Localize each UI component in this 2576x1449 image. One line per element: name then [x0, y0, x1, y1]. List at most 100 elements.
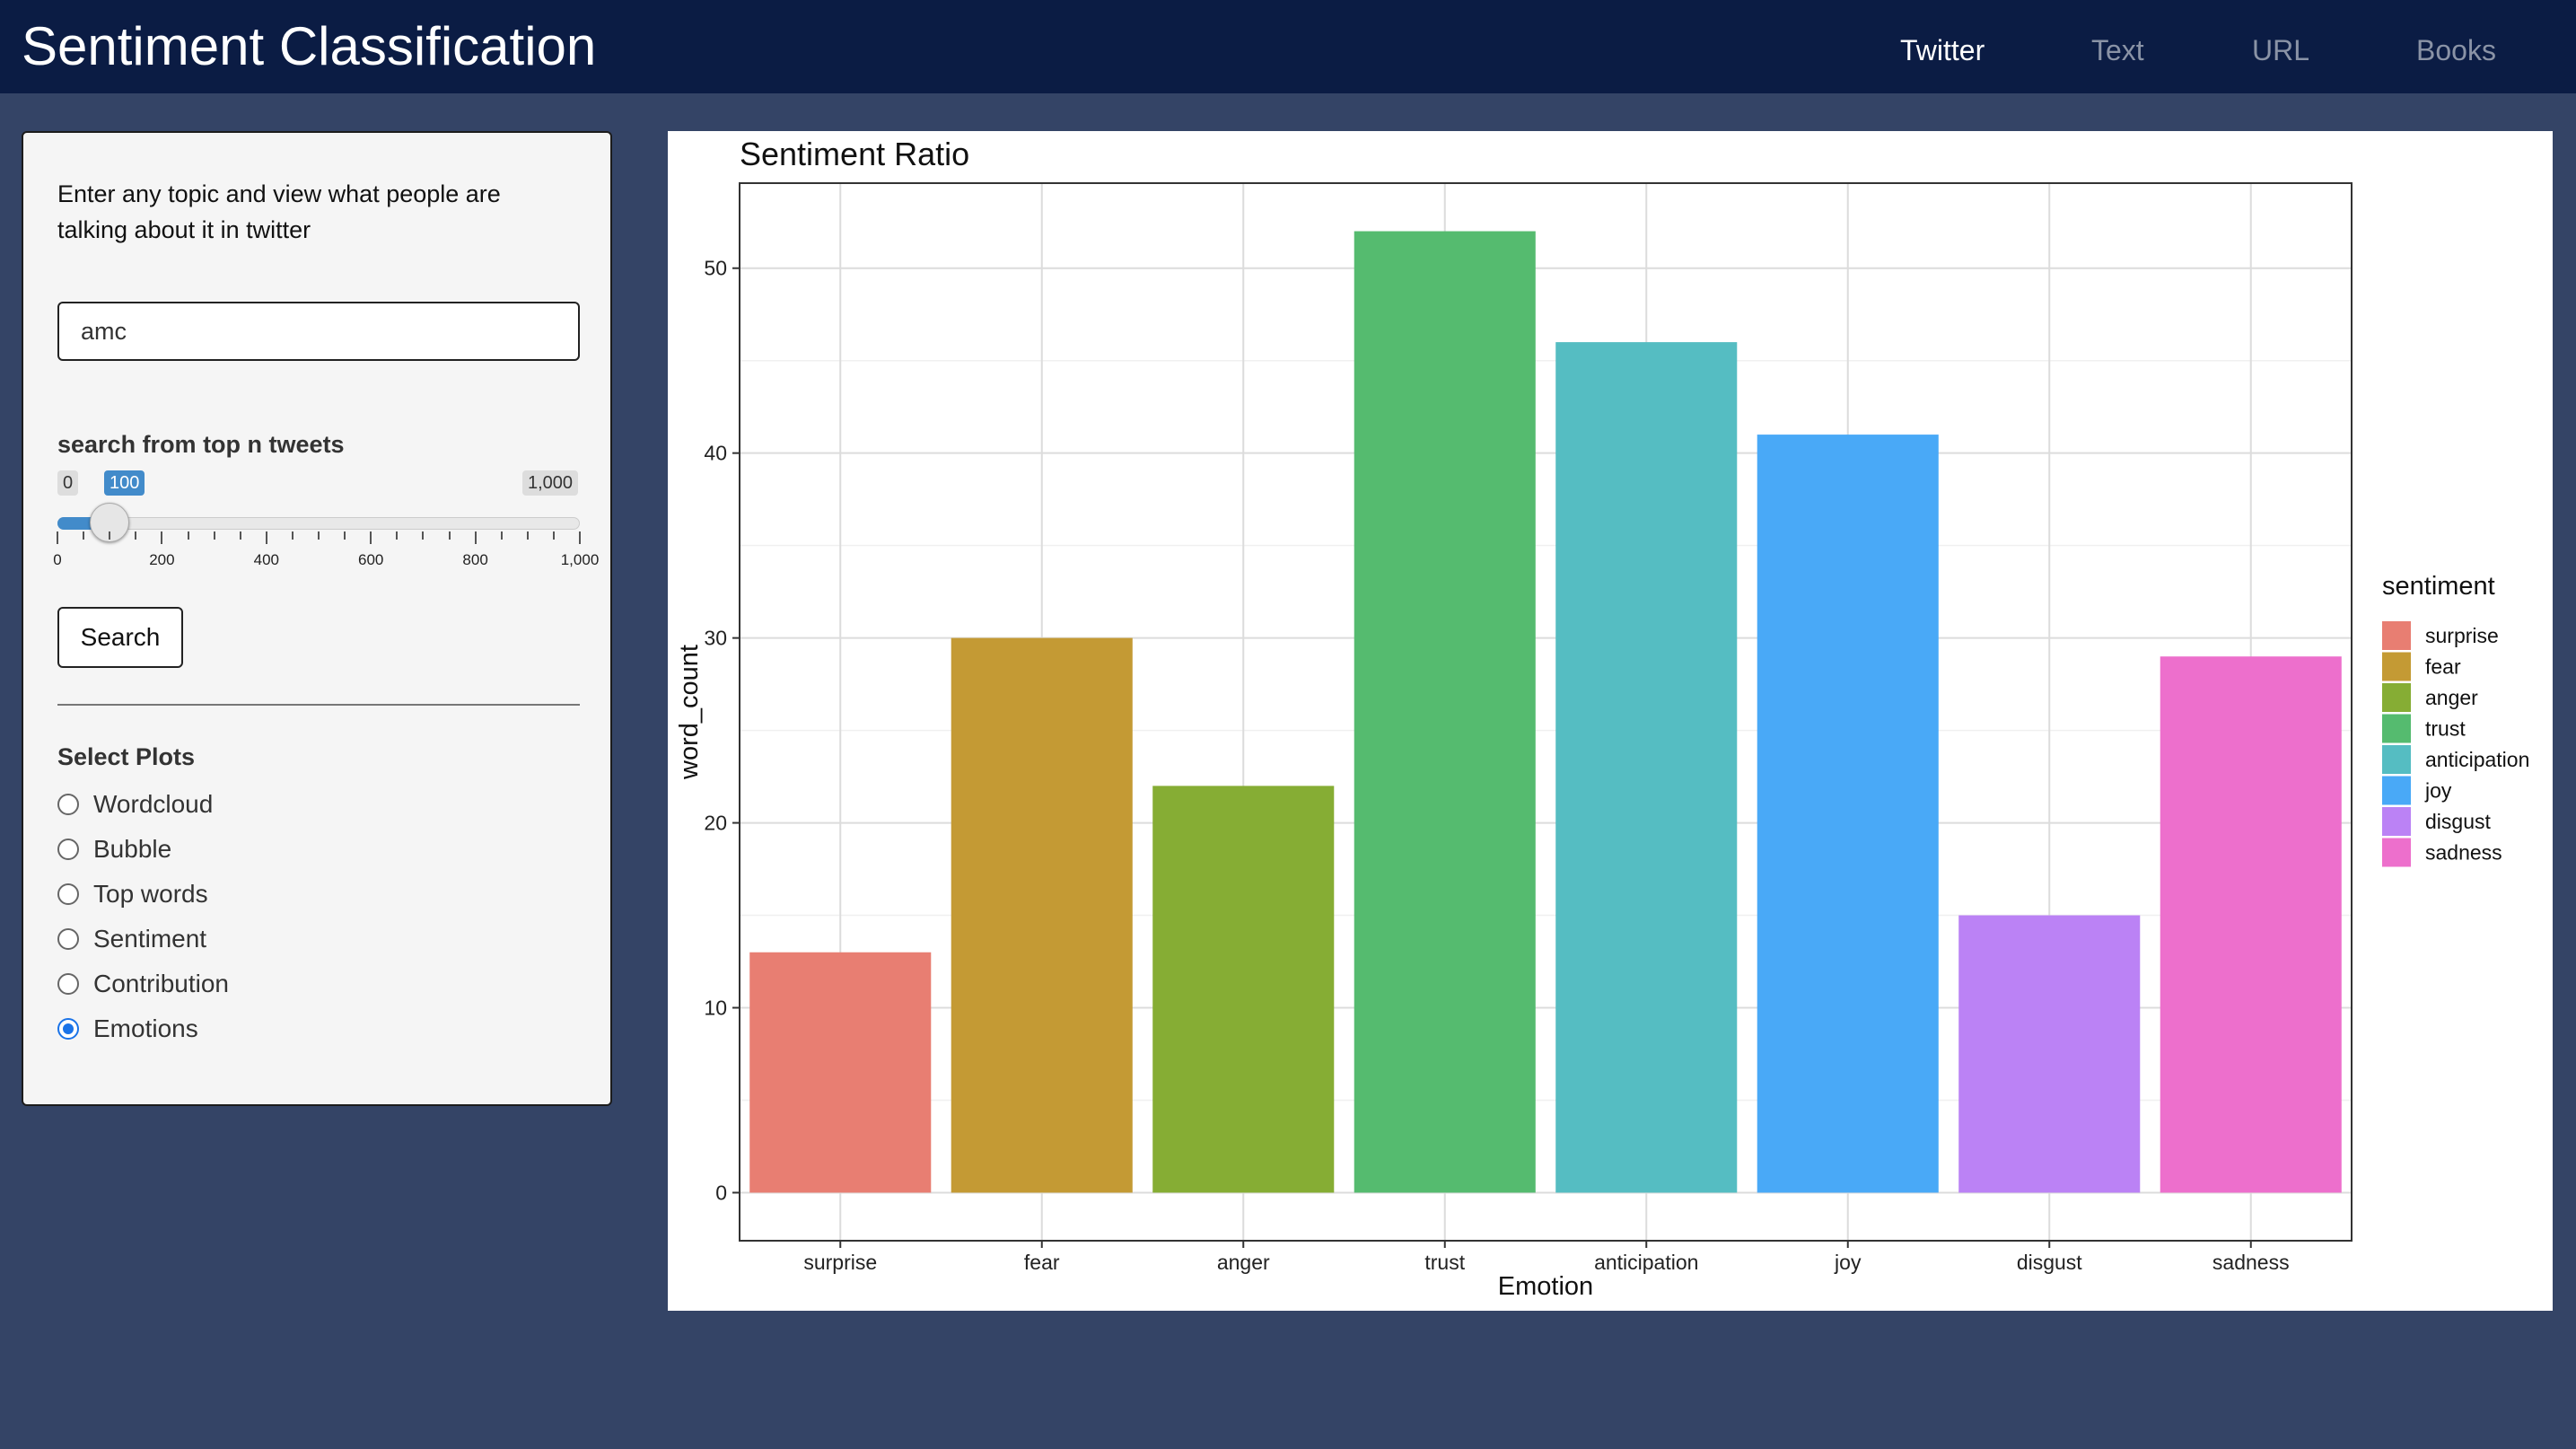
x-tick-label: joy	[1834, 1251, 1862, 1274]
divider	[57, 704, 580, 706]
x-tick-label: anger	[1217, 1251, 1270, 1274]
bar	[1555, 342, 1738, 1193]
radio-button[interactable]	[57, 794, 79, 815]
tab-text[interactable]: Text	[2091, 34, 2144, 66]
tab-url[interactable]: URL	[2252, 34, 2310, 66]
sentiment-bar-chart: 0 10 20 30 40 50 surprise fear anger trust anticip…	[675, 136, 2529, 1301]
radio-button[interactable]	[57, 973, 79, 995]
slider-tick	[135, 531, 137, 540]
legend-swatch	[2382, 683, 2411, 712]
legend-label: sadness	[2425, 841, 2502, 865]
plot-border	[739, 182, 2353, 1242]
x-tick-label: disgust	[2017, 1251, 2082, 1274]
slider-tick	[552, 531, 555, 540]
intro-text: Enter any topic and view what people are…	[57, 180, 501, 243]
slider-tick	[474, 531, 477, 544]
plot-panel: 0 10 20 30 40 50 surprise fear anger trust anticip…	[668, 131, 2553, 1311]
slider-tick-label: 800	[462, 551, 488, 568]
x-tick-label: trust	[1424, 1251, 1465, 1274]
slider-handle[interactable]	[90, 503, 130, 542]
y-tick-label: 20	[704, 812, 727, 835]
slider-tick	[448, 531, 451, 540]
radio-emotions[interactable]: Emotions	[57, 1011, 198, 1047]
sidebar-panel: Enter any topic and view what people are…	[22, 131, 612, 1106]
plots-label: Select Plots	[57, 743, 196, 770]
search-button[interactable]: Search	[57, 607, 183, 668]
bar	[2160, 656, 2342, 1193]
radio-contribution[interactable]: Contribution	[57, 966, 229, 1002]
legend-swatch	[2382, 652, 2411, 681]
legend-swatch	[2382, 745, 2411, 774]
slider-label: search from top n tweets	[57, 431, 345, 458]
radio-button[interactable]	[57, 928, 79, 950]
bar	[1958, 915, 2141, 1193]
radio-label: Emotions	[93, 1014, 198, 1042]
x-tick-label: sadness	[2212, 1251, 2290, 1274]
slider-tick	[291, 531, 294, 540]
legend-swatch	[2382, 621, 2411, 650]
legend-label: fear	[2425, 655, 2461, 679]
slider-tick	[265, 531, 267, 544]
slider-tick	[396, 531, 399, 540]
y-tick-label: 50	[704, 257, 727, 280]
bar	[749, 952, 932, 1193]
radio-label: Contribution	[93, 970, 229, 997]
legend-label: surprise	[2425, 624, 2499, 647]
legend-label: trust	[2425, 717, 2466, 741]
slider-tick	[187, 531, 189, 540]
slider-tick	[213, 531, 215, 540]
slider-tick-label: 1,000	[560, 551, 600, 568]
slider-tick-label: 600	[358, 551, 384, 568]
radio-bubble[interactable]: Bubble	[57, 831, 171, 867]
radio-button[interactable]	[57, 1018, 79, 1040]
slider-tick	[370, 531, 372, 544]
slider-tick	[57, 531, 58, 544]
y-tick-label: 10	[704, 997, 727, 1020]
slider-tick-label: 0	[53, 551, 62, 568]
y-tick-label: 0	[715, 1181, 727, 1204]
radio-sentiment[interactable]: Sentiment	[57, 921, 206, 957]
slider-tick	[109, 531, 111, 540]
radio-wordcloud[interactable]: Wordcloud	[57, 786, 213, 822]
legend-swatch	[2382, 807, 2411, 836]
legend-swatch	[2382, 714, 2411, 743]
radio-button[interactable]	[57, 883, 79, 905]
legend-swatch	[2382, 838, 2411, 867]
topic-input[interactable]	[57, 302, 580, 361]
legend-label: disgust	[2425, 810, 2491, 833]
slider-tick	[344, 531, 346, 540]
slider-tick	[500, 531, 503, 540]
legend-label: anger	[2425, 686, 2478, 709]
tab-books[interactable]: Books	[2416, 34, 2496, 66]
radio-label: Top words	[93, 880, 208, 908]
legend-swatch	[2382, 776, 2411, 805]
slider-tick-label: 400	[253, 551, 279, 568]
bar	[951, 637, 1133, 1193]
slider-tick	[83, 531, 85, 540]
y-tick-label: 40	[704, 442, 727, 465]
slider-tick-label: 200	[149, 551, 175, 568]
y-tick-label: 30	[704, 627, 727, 650]
slider-min-tag: 0	[57, 470, 79, 496]
slider-track[interactable]	[57, 517, 580, 530]
x-tick-label: anticipation	[1594, 1251, 1698, 1274]
legend-label: anticipation	[2425, 748, 2529, 771]
slider-value-tag: 100	[104, 470, 145, 496]
x-tick-label: surprise	[803, 1251, 877, 1274]
radio-button[interactable]	[57, 839, 79, 860]
legend-title: sentiment	[2382, 572, 2495, 601]
slider-tick	[161, 531, 163, 544]
radio-top-words[interactable]: Top words	[57, 876, 208, 912]
x-axis-label: Emotion	[1498, 1272, 1593, 1301]
app-title: Sentiment Classification	[22, 16, 597, 76]
radio-label: Bubble	[93, 835, 172, 863]
legend-label: joy	[2424, 779, 2452, 803]
slider-tick	[318, 531, 320, 540]
x-tick-label: fear	[1024, 1251, 1060, 1274]
radio-label: Wordcloud	[93, 790, 214, 818]
bar	[1354, 231, 1536, 1193]
tab-twitter[interactable]: Twitter	[1900, 34, 1985, 66]
navbar: Sentiment Classification Twitter Text UR…	[0, 0, 2576, 93]
slider-tick	[422, 531, 425, 540]
y-axis-label: word_count	[675, 645, 704, 780]
